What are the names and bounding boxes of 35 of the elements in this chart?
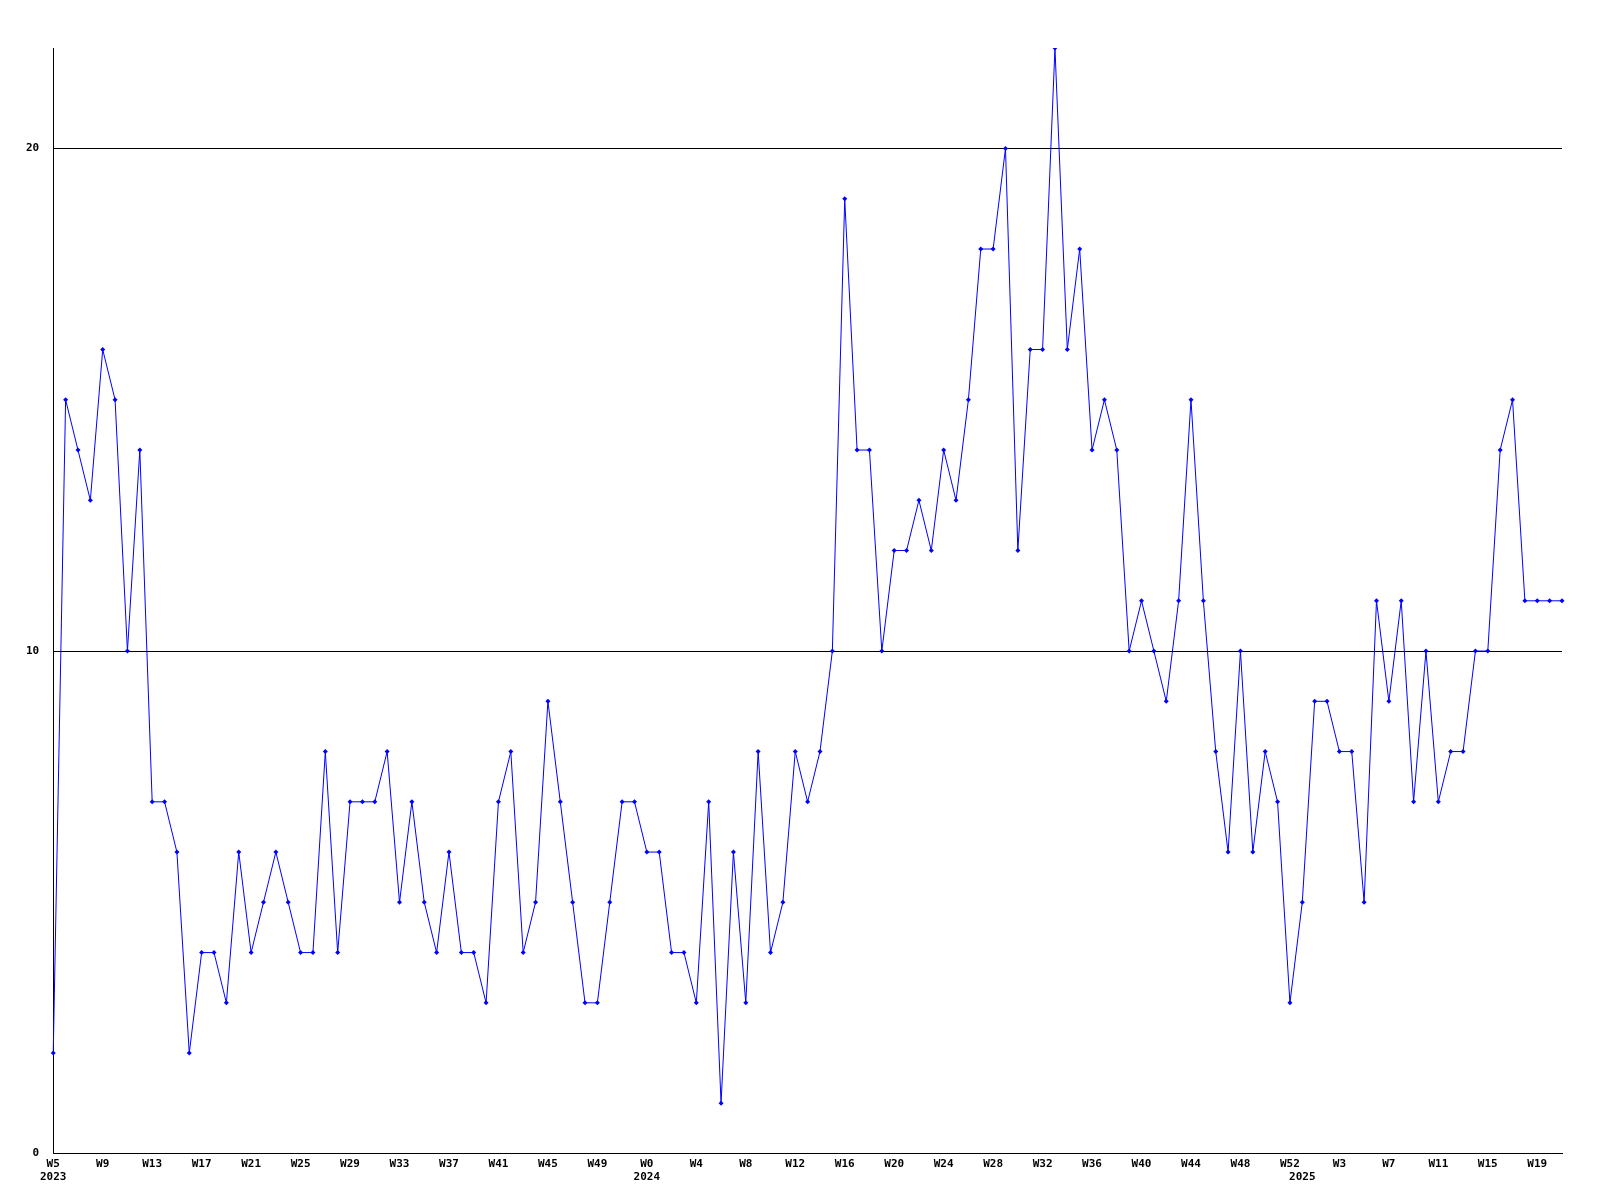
x-tick-label: W25 <box>290 1157 311 1171</box>
x-tick-label: W44 <box>1181 1157 1202 1171</box>
x-tick-label: W11 <box>1428 1157 1449 1171</box>
x-tick-label: W0 2024 <box>633 1157 661 1184</box>
x-tick-label: W7 <box>1382 1157 1396 1171</box>
x-tick-label: W48 <box>1230 1157 1251 1171</box>
x-tick-label: W29 <box>340 1157 360 1171</box>
x-tick-label: W20 <box>884 1157 905 1171</box>
x-tick-label: W33 <box>389 1157 410 1171</box>
x-tick-label: W8 <box>739 1157 753 1171</box>
x-tick-label: W37 <box>439 1157 459 1171</box>
x-tick-label: 2025 <box>1289 1170 1316 1184</box>
x-tick-label: W9 <box>96 1157 110 1171</box>
x-tick-label: W19 <box>1527 1157 1548 1171</box>
x-tick-label: W45 <box>537 1157 558 1171</box>
x-tick-label: W15 <box>1477 1157 1498 1171</box>
x-tick-label: W3 <box>1332 1157 1347 1171</box>
x-tick-label: W24 <box>933 1157 954 1171</box>
x-tick-label: W5 2023 <box>40 1157 67 1184</box>
y-tick-label: 0 <box>32 1146 40 1160</box>
x-tick-label: W4 <box>689 1157 704 1171</box>
x-tick-label: W40 <box>1131 1157 1152 1171</box>
x-tick-label: W21 <box>241 1157 262 1171</box>
x-tick-label: W28 <box>983 1157 1004 1171</box>
x-tick-label: W13 <box>142 1157 163 1171</box>
y-tick-label: 20 <box>26 141 40 155</box>
x-tick-label: W49 <box>587 1157 608 1171</box>
x-tick-label: W17 <box>191 1157 212 1171</box>
x-tick-label: W52 <box>1279 1157 1300 1171</box>
x-tick-label: W36 <box>1082 1157 1103 1171</box>
x-tick-label: W41 <box>488 1157 509 1171</box>
x-tick-label: W16 <box>834 1157 856 1171</box>
x-tick-label: W32 <box>1032 1157 1053 1171</box>
y-tick-label: 10 <box>26 643 40 657</box>
x-tick-label: W12 <box>785 1157 806 1171</box>
